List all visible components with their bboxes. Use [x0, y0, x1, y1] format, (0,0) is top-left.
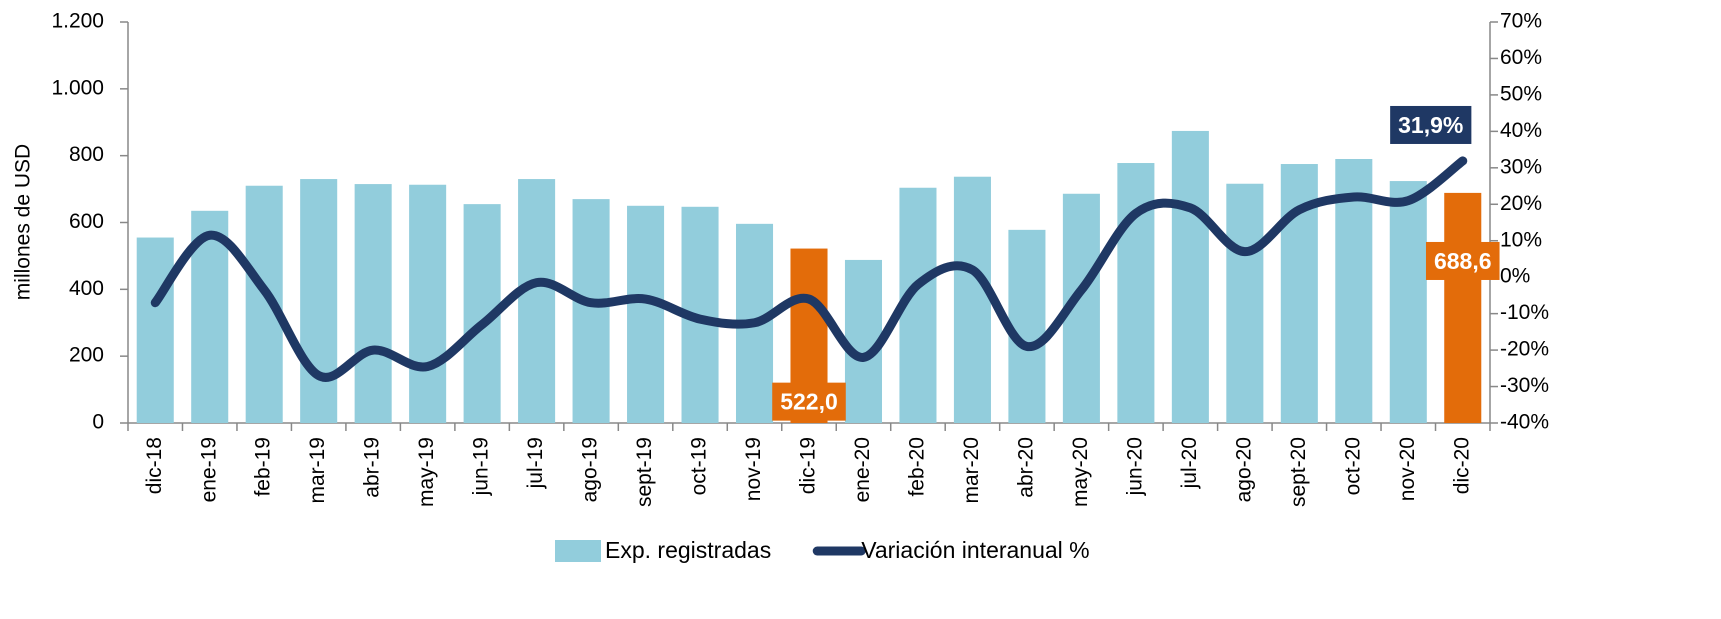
line — [150, 156, 1468, 382]
x-tick-label: abr-20 — [1014, 437, 1037, 498]
x-tick-label: oct-19 — [688, 437, 711, 495]
bar — [627, 205, 665, 423]
y2-tick-label: -30% — [1500, 374, 1549, 397]
bar — [518, 179, 556, 423]
legend-label: Exp. registradas — [605, 537, 771, 563]
y-axis-title: millones de USD — [12, 144, 35, 300]
bar — [1008, 229, 1046, 423]
x-tick-label: nov-19 — [742, 437, 765, 501]
y2-tick-label: -10% — [1500, 301, 1549, 324]
legend-swatch — [555, 540, 601, 562]
x-tick-label: feb-20 — [906, 437, 929, 497]
x-tick-label: mar-20 — [960, 437, 983, 504]
x-tick-label: jul-20 — [1178, 437, 1201, 489]
y2-tick-label: 40% — [1500, 119, 1542, 142]
bar — [1171, 130, 1209, 423]
legend-label: Variación interanual % — [861, 537, 1089, 563]
x-tick-label: may-20 — [1069, 437, 1092, 507]
y2-tick-label: 60% — [1500, 46, 1542, 69]
x-tick-label: dic-18 — [143, 437, 166, 494]
y-tick-label: 0 — [92, 411, 104, 434]
x-tick-label: dic-19 — [797, 437, 820, 494]
x-tick-label: jun-19 — [470, 437, 493, 496]
x-tick-label: jun-20 — [1123, 437, 1146, 496]
data-label-box — [772, 382, 846, 421]
y-tick-label: 600 — [69, 210, 104, 233]
y-tick-label: 1.000 — [51, 76, 104, 99]
y2-tick-label: 20% — [1500, 192, 1542, 215]
x-tick-label: jul-19 — [524, 437, 547, 489]
bar — [409, 184, 447, 423]
bar — [354, 184, 392, 423]
y-tick-label: 200 — [69, 344, 104, 367]
x-tick-label: sept-20 — [1287, 437, 1310, 507]
x-tick-label: ene-19 — [197, 437, 220, 502]
x-tick-label: abr-19 — [361, 437, 384, 498]
x-tick-label: sept-19 — [633, 437, 656, 507]
y-tick-label: 1.200 — [51, 10, 104, 33]
x-tick-label: ene-20 — [851, 437, 874, 502]
bar — [1335, 159, 1373, 423]
x-tick-label: ago-20 — [1232, 437, 1255, 502]
x-tick-label: may-19 — [415, 437, 438, 507]
y-tick-label: 400 — [69, 277, 104, 300]
y-tick-label: 800 — [69, 143, 104, 166]
bar — [1444, 192, 1482, 423]
y2-tick-label: -40% — [1500, 411, 1549, 434]
data-label-box — [1425, 241, 1500, 280]
x-tick-label: nov-20 — [1396, 437, 1419, 501]
bar — [1226, 183, 1264, 423]
y2-tick-label: 0% — [1500, 265, 1530, 288]
x-tick-label: feb-19 — [252, 437, 275, 497]
x-tick-label: mar-19 — [306, 437, 329, 504]
x-tick-label: ago-19 — [579, 437, 602, 502]
bar — [1389, 181, 1427, 423]
x-tick-label: oct-20 — [1341, 437, 1364, 495]
y2-tick-label: 10% — [1500, 228, 1542, 251]
bar — [953, 176, 991, 423]
y2-tick-label: 50% — [1500, 82, 1542, 105]
bar — [136, 237, 174, 423]
y2-tick-label: -20% — [1500, 338, 1549, 361]
data-label: 688,6 — [1434, 248, 1492, 274]
x-tick-label: dic-20 — [1450, 437, 1473, 494]
data-label: 522,0 — [780, 389, 838, 415]
data-label-box — [1390, 105, 1472, 144]
bar — [300, 179, 338, 423]
data-label: 31,9% — [1398, 112, 1463, 138]
y2-tick-label: 70% — [1500, 10, 1542, 33]
y2-tick-label: 30% — [1500, 155, 1542, 178]
bar — [572, 199, 610, 423]
